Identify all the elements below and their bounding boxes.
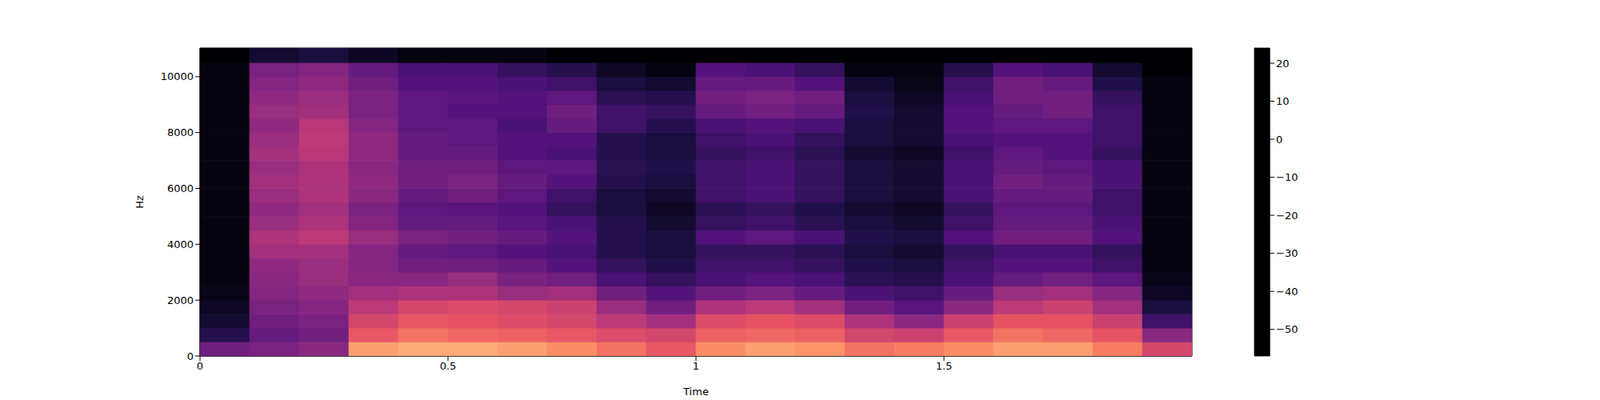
svg-text:4000: 4000 bbox=[167, 238, 194, 251]
svg-text:10: 10 bbox=[1276, 95, 1290, 108]
svg-text:20: 20 bbox=[1276, 57, 1290, 70]
svg-text:1.5: 1.5 bbox=[936, 360, 953, 372]
svg-text:−10: −10 bbox=[1276, 171, 1298, 184]
svg-text:−40: −40 bbox=[1276, 285, 1298, 298]
svg-text:Time: Time bbox=[682, 385, 709, 398]
svg-text:0: 0 bbox=[187, 350, 194, 363]
svg-text:2000: 2000 bbox=[167, 294, 194, 307]
svg-text:6000: 6000 bbox=[167, 182, 194, 195]
svg-text:10000: 10000 bbox=[160, 70, 194, 83]
svg-text:Hz: Hz bbox=[133, 195, 146, 209]
svg-text:8000: 8000 bbox=[167, 126, 194, 139]
svg-text:−20: −20 bbox=[1276, 209, 1298, 222]
svg-text:−30: −30 bbox=[1276, 247, 1298, 260]
svg-text:0.5: 0.5 bbox=[440, 360, 457, 372]
svg-text:−50: −50 bbox=[1276, 323, 1298, 336]
svg-text:1: 1 bbox=[692, 360, 700, 372]
svg-text:0: 0 bbox=[1276, 133, 1283, 146]
svg-text:0: 0 bbox=[196, 360, 204, 372]
